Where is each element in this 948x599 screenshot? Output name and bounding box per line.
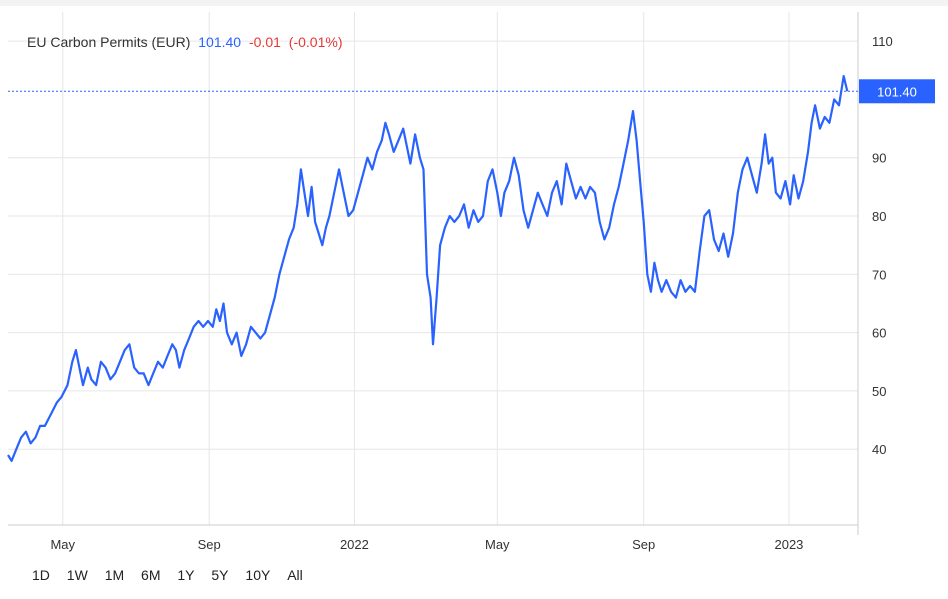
y-tick-label: 90 (872, 151, 886, 166)
range-button-1w[interactable]: 1W (66, 567, 88, 583)
price-series-line (7, 75, 849, 462)
x-tick-label: Sep (198, 537, 221, 552)
range-button-1d[interactable]: 1D (32, 567, 50, 583)
y-tick-label: 110 (872, 34, 893, 49)
range-selector: 1D 1W 1M 6M 1Y 5Y 10Y All (32, 567, 316, 583)
x-tick-label: Sep (632, 537, 655, 552)
range-button-1y[interactable]: 1Y (177, 567, 195, 583)
instrument-name: EU Carbon Permits (EUR) (27, 34, 191, 50)
x-tick-label: 2023 (774, 537, 803, 552)
range-button-1m[interactable]: 1M (104, 567, 125, 583)
price-change-percent: (-0.01%) (288, 34, 343, 50)
last-price-label: 101.40 (877, 84, 917, 99)
y-tick-label: 60 (872, 326, 886, 341)
x-tick-label: May (50, 537, 75, 552)
y-tick-label: 80 (872, 209, 886, 224)
y-tick-label: 70 (872, 267, 886, 282)
current-price: 101.40 (198, 34, 242, 50)
y-tick-label: 50 (872, 384, 886, 399)
range-button-6m[interactable]: 6M (141, 567, 161, 583)
range-button-5y[interactable]: 5Y (211, 567, 229, 583)
y-tick-label: 40 (872, 442, 886, 457)
x-tick-label: May (485, 537, 510, 552)
x-tick-label: 2022 (340, 537, 369, 552)
last-price-tag (859, 79, 935, 104)
chart-header: EU Carbon Permits (EUR) 101.40 -0.01 (-0… (27, 34, 346, 50)
range-button-10y[interactable]: 10Y (245, 567, 271, 583)
range-button-all[interactable]: All (287, 567, 303, 583)
top-border (0, 0, 948, 6)
price-change: -0.01 (248, 34, 281, 50)
